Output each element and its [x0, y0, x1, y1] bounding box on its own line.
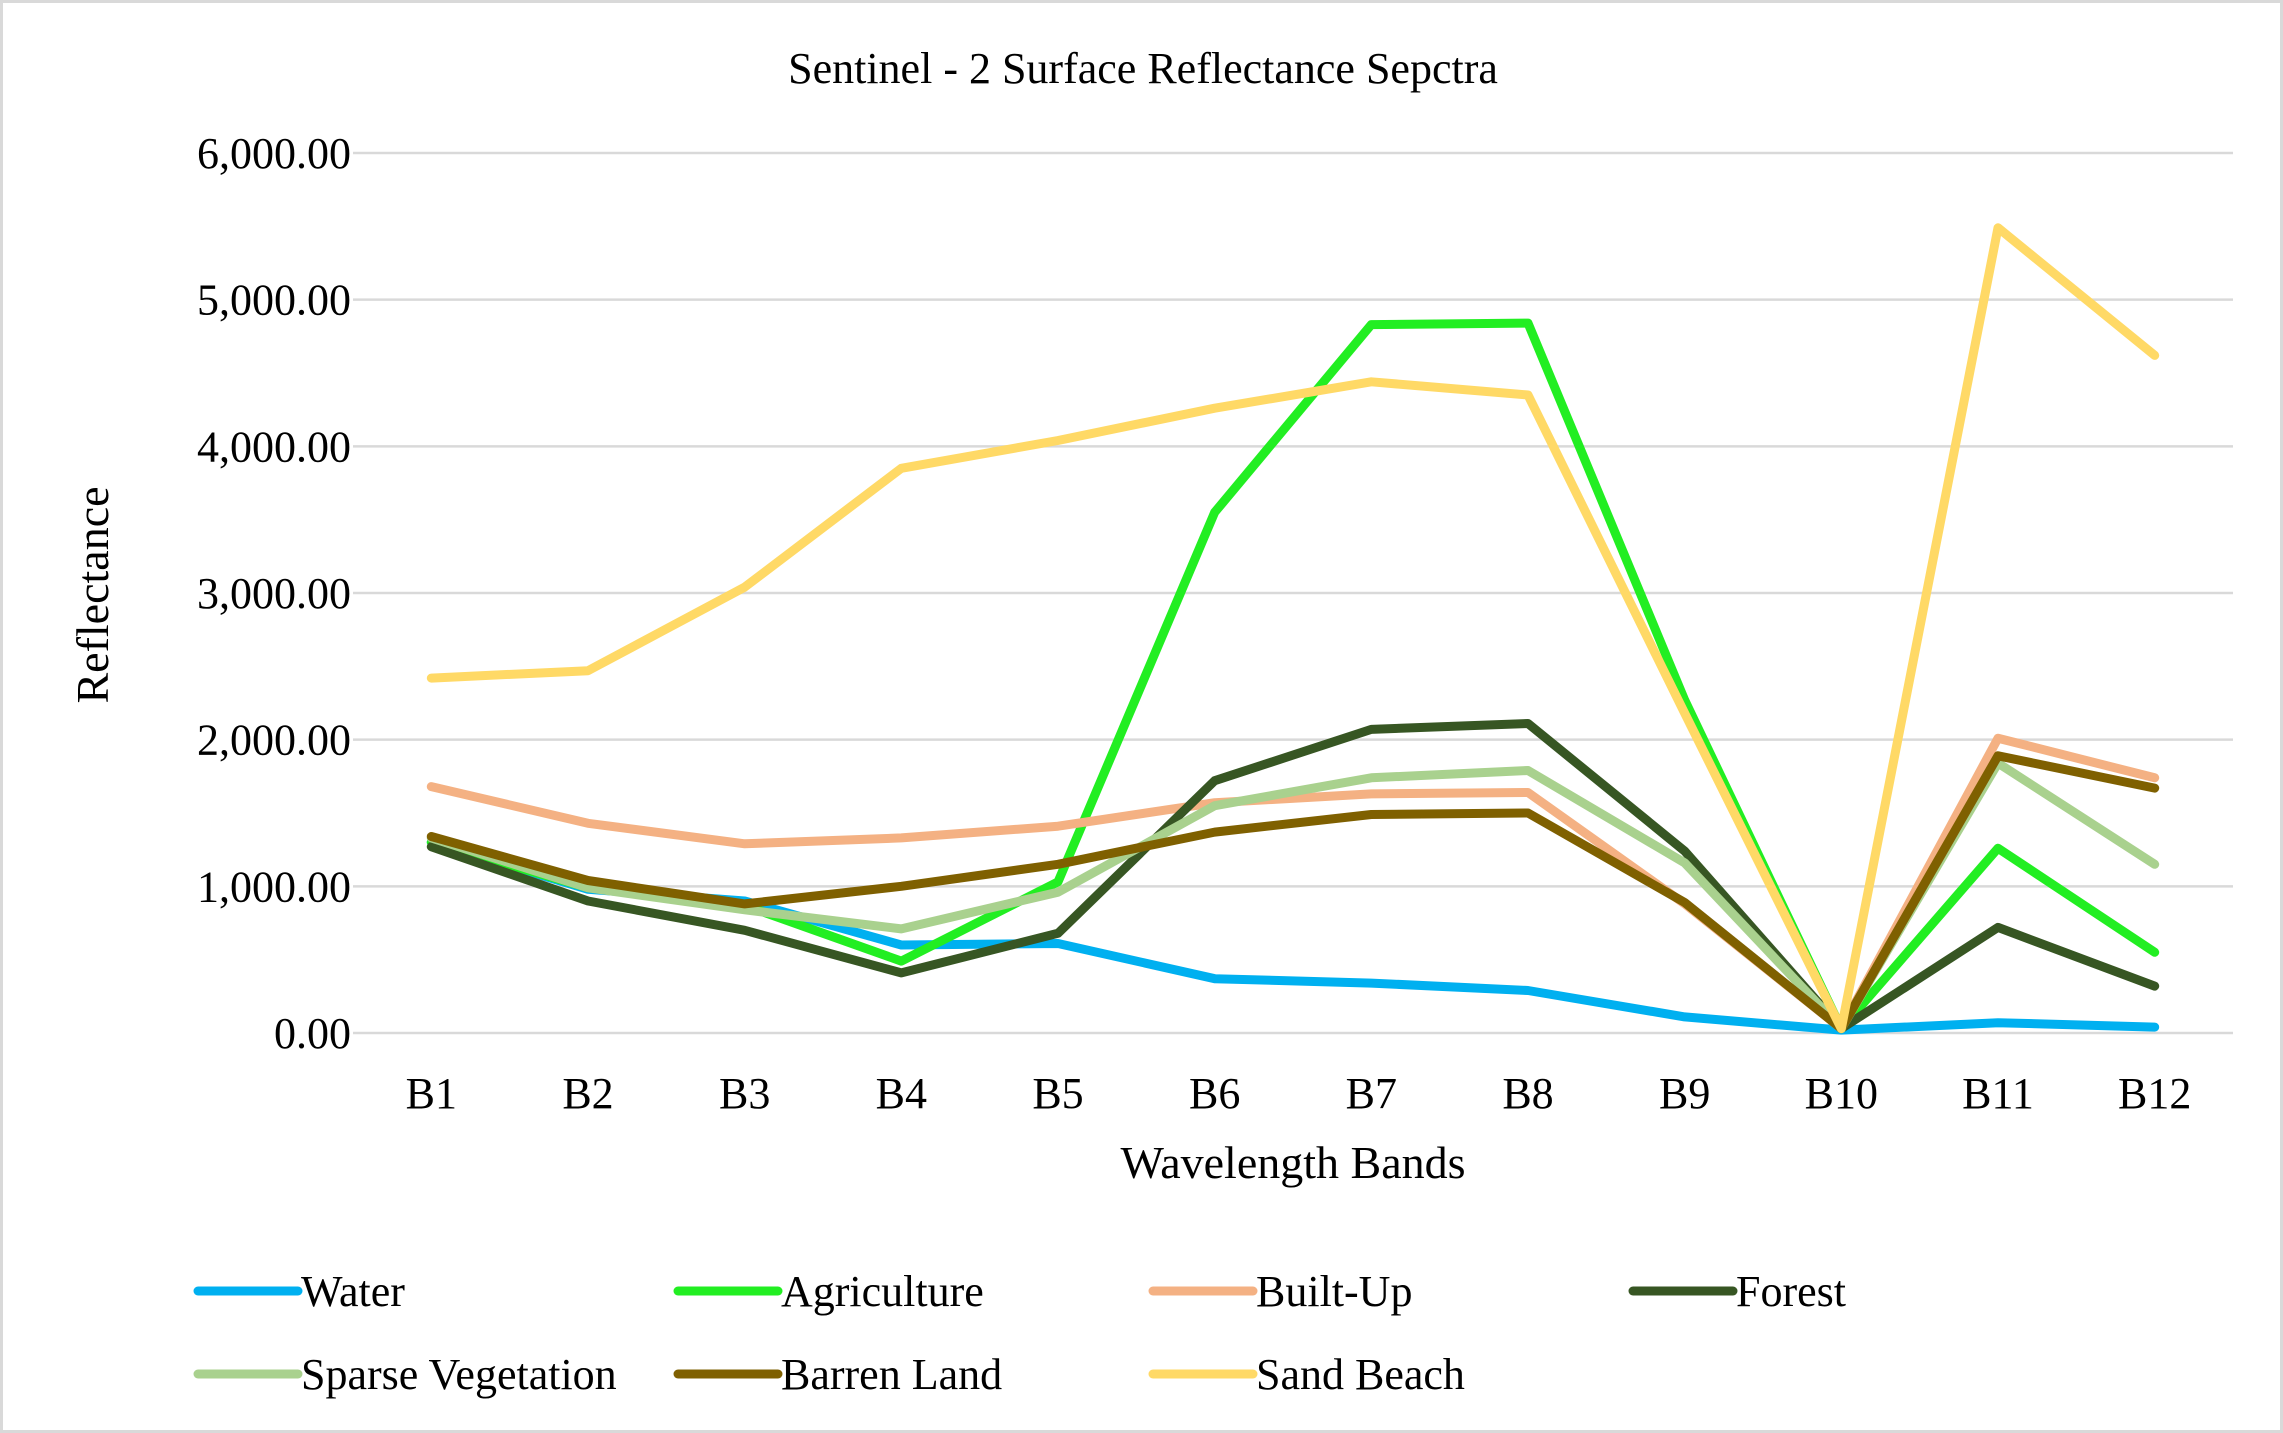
legend-item-barren-land: Barren Land	[673, 1350, 1002, 1399]
legend-item-sparse-vegetation: Sparse Vegetation	[193, 1350, 617, 1399]
y-tick-label: 2,000.00	[197, 716, 351, 765]
series-line-forest	[426, 719, 2160, 1034]
x-tick-label: B9	[1659, 1069, 1710, 1118]
series-line-sand-beach	[426, 223, 2160, 1034]
legend: Water Agriculture Built-Up Forest Sparse Veg…	[193, 1267, 1846, 1399]
x-tick-label: B5	[1032, 1069, 1083, 1118]
x-tick-label: B8	[1502, 1069, 1553, 1118]
x-tick-label: B4	[876, 1069, 927, 1118]
x-tick-label: B11	[1962, 1069, 2034, 1118]
x-tick-label: B3	[719, 1069, 770, 1118]
y-tick-label: 0.00	[274, 1009, 351, 1058]
legend-label: Agriculture	[781, 1267, 984, 1316]
x-tick-label: B1	[406, 1069, 457, 1118]
legend-item-water: Water	[193, 1267, 405, 1316]
y-tick-label: 1,000.00	[197, 862, 351, 911]
legend-label: Sand Beach	[1256, 1350, 1465, 1399]
legend-label: Forest	[1736, 1267, 1846, 1316]
chart-title: Sentinel - 2 Surface Reflectance Sepctra	[788, 44, 1498, 93]
line-chart: Sentinel - 2 Surface Reflectance Sepctra…	[67, 44, 2233, 1399]
y-tick-label: 3,000.00	[197, 569, 351, 618]
y-tick-label: 4,000.00	[197, 422, 351, 471]
series-line-barren-land	[426, 751, 2160, 1034]
legend-label: Barren Land	[781, 1350, 1002, 1399]
y-tick-label: 6,000.00	[197, 129, 351, 178]
series-lines	[426, 223, 2160, 1035]
legend-item-agriculture: Agriculture	[673, 1267, 984, 1316]
legend-label: Water	[301, 1267, 405, 1316]
x-axis-title: Wavelength Bands	[1120, 1137, 1465, 1188]
legend-item-forest: Forest	[1628, 1267, 1846, 1316]
x-tick-label: B7	[1346, 1069, 1397, 1118]
x-axis-tick-labels: B1 B2 B3 B4 B5 B6 B7 B8 B9 B10 B11 B12	[406, 1069, 2192, 1118]
y-axis-tick-labels: 0.00 1,000.00 2,000.00 3,000.00 4,000.00 5,00…	[197, 129, 351, 1058]
x-tick-label: B10	[1805, 1069, 1878, 1118]
x-tick-label: B12	[2118, 1069, 2191, 1118]
legend-item-built-up: Built-Up	[1148, 1267, 1412, 1316]
legend-label: Built-Up	[1256, 1267, 1412, 1316]
y-tick-label: 5,000.00	[197, 276, 351, 325]
x-tick-label: B6	[1189, 1069, 1240, 1118]
legend-label: Sparse Vegetation	[301, 1350, 617, 1399]
x-tick-label: B2	[562, 1069, 613, 1118]
y-axis-title: Reflectance	[67, 486, 118, 703]
legend-item-sand-beach: Sand Beach	[1148, 1350, 1465, 1399]
gridlines	[353, 151, 2233, 1035]
